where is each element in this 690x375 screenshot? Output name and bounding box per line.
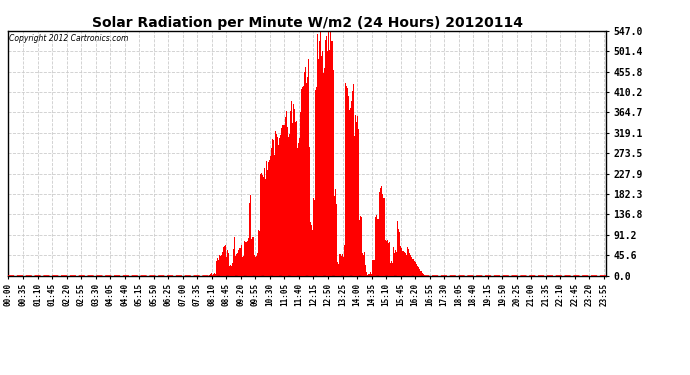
- Title: Solar Radiation per Minute W/m2 (24 Hours) 20120114: Solar Radiation per Minute W/m2 (24 Hour…: [92, 16, 522, 30]
- Text: Copyright 2012 Cartronics.com: Copyright 2012 Cartronics.com: [10, 34, 129, 44]
